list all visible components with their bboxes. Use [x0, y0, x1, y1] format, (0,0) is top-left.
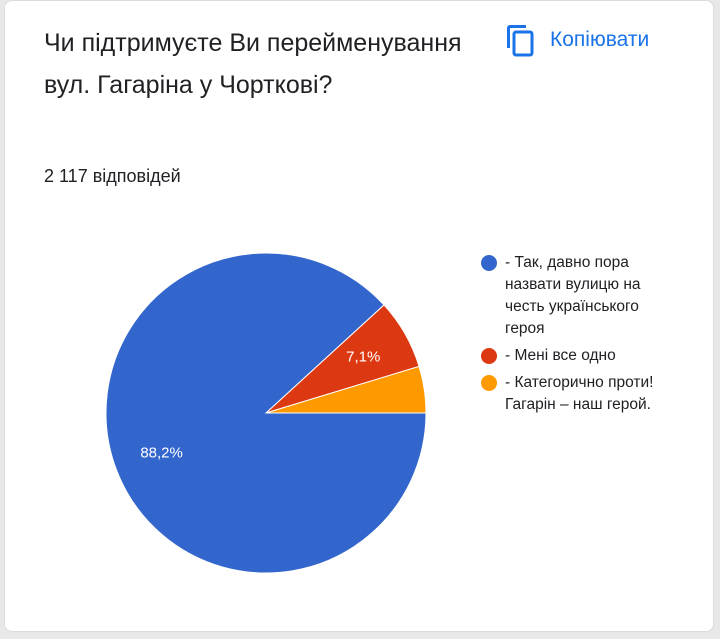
legend-swatch — [481, 375, 497, 391]
copy-label[interactable]: Копіювати — [550, 28, 650, 51]
chart-subtitle: 2 117 відповідей — [44, 166, 181, 186]
value-label: 88,2% — [140, 445, 183, 462]
legend-item: - Категорично проти! Гагарін – наш герой… — [480, 372, 680, 416]
legend-item: - Так, давно пора назвати вулицю на чест… — [480, 252, 680, 340]
legend: - Так, давно пора назвати вулицю на чест… — [480, 252, 680, 421]
legend-item: - Мені все одно — [480, 345, 680, 367]
copy-button[interactable]: Копіювати — [504, 20, 649, 60]
legend-label: - Так, давно пора назвати вулицю на чест… — [505, 254, 641, 337]
legend-label: - Мені все одно — [505, 347, 616, 364]
legend-label: - Категорично проти! Гагарін – наш герой… — [505, 374, 654, 413]
pie-slice — [265, 365, 427, 414]
legend-swatch — [481, 255, 497, 271]
legend-swatch — [481, 348, 497, 364]
copy-icon — [507, 25, 534, 57]
value-label: 7,1% — [346, 348, 380, 365]
chart-title: Чи підтримуєте Ви перейменування вул. Га… — [44, 29, 462, 99]
